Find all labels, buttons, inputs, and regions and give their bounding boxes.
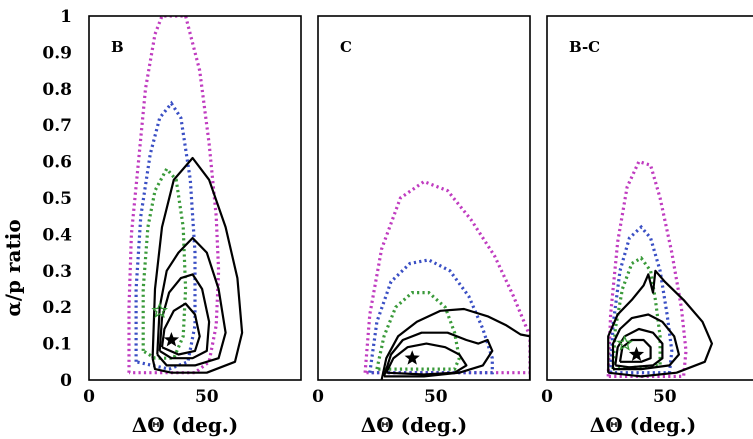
solid-contour-black [607,269,713,378]
contours [363,179,530,380]
panel-b: B 0 50 ΔΘ (deg.) [83,15,302,437]
panel-c: C 0 50 ΔΘ (deg.) [312,15,531,437]
panel-label: B-C [569,38,600,56]
panel-label: B [111,38,124,56]
y-tick-label: 0 [60,371,72,391]
solid-contour-black [380,307,530,380]
shared-y-axis: 0 0.1 0.2 0.3 0.4 0.5 0.6 0.7 0.8 0.9 1 α/p ratio [1,7,72,391]
solid-contour-black [611,313,680,371]
x-axis-title: ΔΘ (deg.) [132,413,238,437]
y-axis-title: α/p ratio [1,219,25,316]
y-tick-label: 0.4 [42,225,72,245]
panel-b-c: B-C 0 50 ΔΘ (deg.) [541,15,753,437]
panel-frame [317,15,531,381]
x-tick-label: 50 [653,387,677,407]
x-tick-label: 50 [195,387,219,407]
dotted-contour-magenta [127,16,221,375]
solid-contour-black [158,273,211,360]
x-axis-title: ΔΘ (deg.) [361,413,467,437]
green-star-marker [616,334,634,351]
panel-frame [88,15,302,381]
black-star-marker [404,350,420,365]
y-tick-label: 0.7 [42,116,72,136]
y-tick-label: 0.9 [42,43,72,63]
y-tick-label: 0.8 [42,80,72,100]
solid-contour-black [156,236,227,367]
x-tick-label: 0 [312,387,324,407]
contours [606,159,713,378]
black-star-marker [163,332,180,347]
dotted-contour-blue [368,258,494,375]
green-star-marker [151,301,168,318]
dotted-contour-magenta [363,179,530,375]
dotted-contour-blue [134,100,197,371]
dotted-contour-green [611,256,662,371]
solid-contour-black [160,302,201,356]
black-star-marker [628,346,645,361]
y-tick-labels: 0 0.1 0.2 0.3 0.4 0.5 0.6 0.7 0.8 0.9 1 [42,7,72,391]
y-tick-label: 0.3 [42,262,72,282]
solid-contour-black [385,342,468,376]
panel-label: C [340,38,352,56]
x-tick-label: 0 [541,387,553,407]
y-tick-label: 0.5 [42,189,72,209]
y-tick-label: 1 [60,7,72,27]
y-tick-label: 0.6 [42,153,72,173]
solid-contour-black [151,156,244,374]
panel-frame [546,15,753,381]
x-tick-label: 0 [83,387,95,407]
solid-contour-black [618,338,652,363]
panels: B 0 50 ΔΘ (deg.) C 0 50 ΔΘ (deg.) B-C 0 50 ΔΘ (deg.… [83,15,753,437]
x-tick-label: 50 [424,387,448,407]
solid-contour-black [382,331,494,378]
x-axis-title: ΔΘ (deg.) [590,413,696,437]
contours [127,16,244,375]
y-tick-label: 0.2 [42,298,72,318]
y-tick-label: 0.1 [42,335,72,355]
dotted-contour-green [375,291,461,371]
